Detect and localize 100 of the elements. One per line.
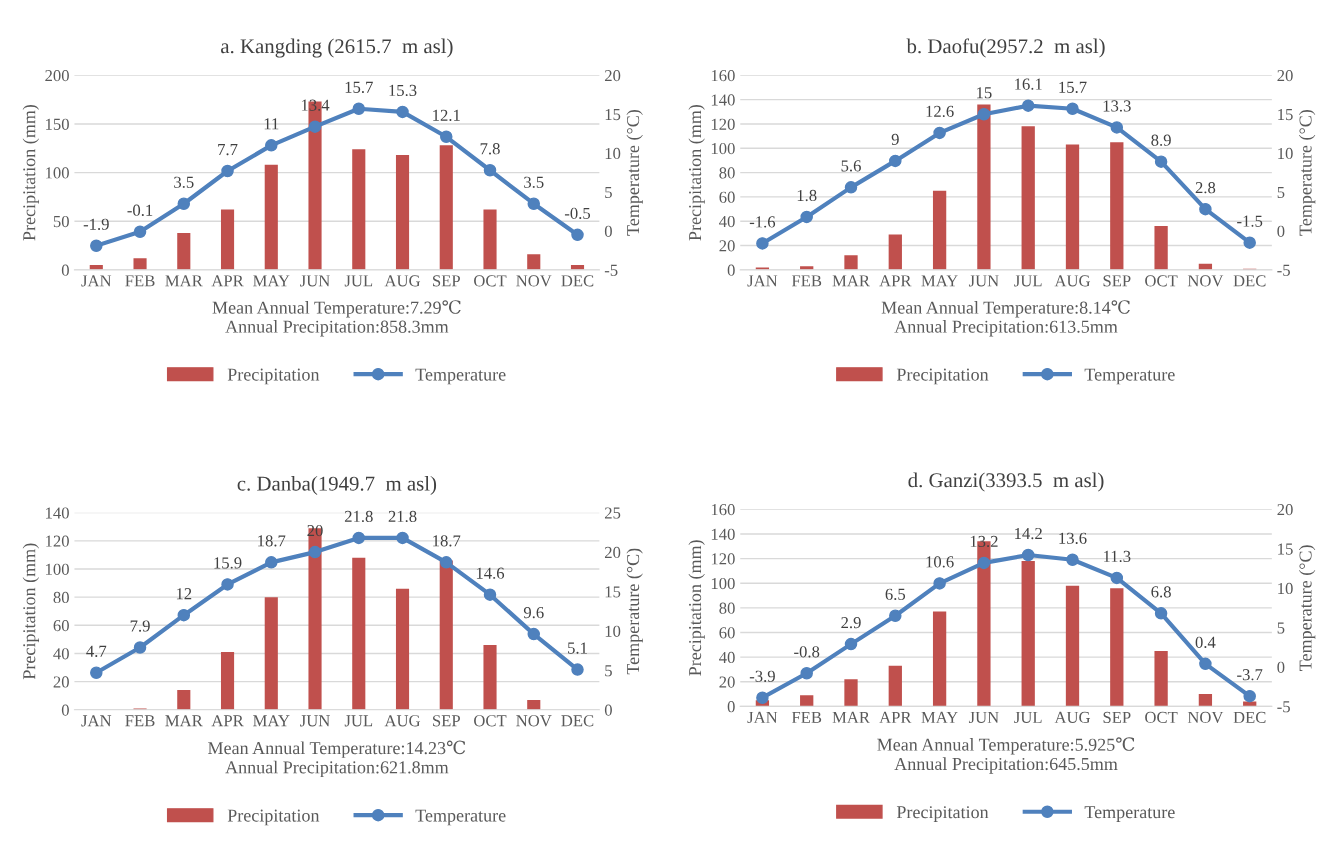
chart-title: a. Kangding (2615.7 m asl) xyxy=(221,38,453,58)
y-tick-label: 120 xyxy=(46,535,69,547)
x-tick-label: APR xyxy=(211,715,244,727)
x-tick-label: OCT xyxy=(474,275,507,287)
y-axis-title: Precipitation (mm) xyxy=(22,543,40,680)
y-tick-label: 150 xyxy=(46,118,69,130)
x-tick-label: NOV xyxy=(516,275,552,287)
y-tick-label: 100 xyxy=(46,167,69,179)
data-label: 15.7 xyxy=(345,81,373,93)
y-tick-label: 20 xyxy=(53,676,69,688)
data-label: 0.4 xyxy=(1195,636,1216,649)
x-tick-label: FEB xyxy=(791,275,822,287)
data-label: 15.7 xyxy=(1059,81,1087,93)
x-tick-label: NOV xyxy=(1187,711,1224,724)
y-tick-label: 80 xyxy=(53,591,69,604)
data-label: 3.5 xyxy=(174,176,194,188)
y2-tick-label: 15 xyxy=(1278,543,1293,555)
x-tick-label: JUL xyxy=(344,275,373,287)
x-tick-label: MAR xyxy=(165,275,203,287)
y-axis-title: Precipitation (mm) xyxy=(688,540,705,676)
data-label: 4.7 xyxy=(86,645,107,657)
data-label: -0.8 xyxy=(794,646,820,658)
y-tick-label: 60 xyxy=(53,620,69,632)
data-label: 18.7 xyxy=(433,535,461,547)
x-tick-label: JAN xyxy=(81,275,112,287)
data-label: 13.6 xyxy=(1059,532,1087,544)
x-tick-label: JAN xyxy=(747,275,778,287)
x-tick-label: OCT xyxy=(1145,711,1178,723)
data-label: 21.8 xyxy=(388,510,417,523)
legend-label: Precipitation xyxy=(896,368,989,385)
y2-axis-title: Temperature (°C) xyxy=(1298,109,1316,236)
x-tick-label: SEP xyxy=(1103,711,1131,723)
y-tick-label: 120 xyxy=(711,118,735,130)
y2-tick-label: 0 xyxy=(604,704,612,716)
legend-label: Precipitation xyxy=(227,368,320,385)
y2-tick-label: -5 xyxy=(1277,264,1290,276)
legend-label: Temperature xyxy=(415,809,506,826)
x-tick-label: SEP xyxy=(433,715,460,727)
x-tick-label: MAY xyxy=(921,711,958,723)
x-tick-label: DEC xyxy=(1233,711,1266,723)
text: Annual Precipitation:645.5mm xyxy=(894,757,1118,774)
x-tick-label: DEC xyxy=(1233,275,1266,287)
y2-tick-label: -5 xyxy=(604,264,618,276)
x-tick-label: JUN xyxy=(300,275,330,287)
data-label: 6.8 xyxy=(1151,586,1171,598)
data-label: 11 xyxy=(264,118,279,130)
x-tick-label: DEC xyxy=(561,275,594,287)
data-label: 6.5 xyxy=(885,588,906,600)
data-label: 9.6 xyxy=(523,607,544,619)
text: Annual Precipitation:858.3mm xyxy=(225,320,449,337)
y-tick-label: 50 xyxy=(53,215,69,228)
data-label: 21.8 xyxy=(344,510,373,523)
data-label: 5.6 xyxy=(841,160,861,172)
y-tick-label: 40 xyxy=(719,651,735,664)
data-label: -1.6 xyxy=(749,216,776,228)
y2-tick-label: 5 xyxy=(605,665,612,677)
data-label: -0.1 xyxy=(127,204,153,216)
data-label: -1.5 xyxy=(1237,215,1263,227)
text: Mean Annual Temperature:14.23℃ xyxy=(208,740,466,758)
y-tick-label: 20 xyxy=(719,240,735,252)
data-label: 7.7 xyxy=(218,144,238,156)
y-tick-label: 140 xyxy=(711,528,735,540)
data-label: -0.5 xyxy=(564,207,591,220)
x-tick-label: MAR xyxy=(832,275,870,287)
data-label: -3.7 xyxy=(1237,669,1263,681)
y2-axis-title: Temperature (°C) xyxy=(1298,545,1316,671)
data-label: 12.6 xyxy=(926,105,954,118)
y-tick-label: 120 xyxy=(711,553,735,565)
y-tick-label: 80 xyxy=(719,602,735,614)
y2-tick-label: 15 xyxy=(605,108,621,121)
y2-tick-label: 0 xyxy=(604,225,612,237)
x-tick-label: JAN xyxy=(81,715,112,727)
data-label: -1.9 xyxy=(83,218,109,230)
data-label: 7.9 xyxy=(130,620,150,632)
data-label: 3.5 xyxy=(524,176,544,188)
y2-tick-label: 20 xyxy=(1277,503,1293,516)
data-label: 13.2 xyxy=(970,535,998,548)
text: Annual Precipitation:621.8mm xyxy=(225,760,449,778)
data-label: 15.9 xyxy=(214,557,242,569)
x-tick-label: JUN xyxy=(968,275,999,287)
y2-tick-label: 10 xyxy=(1278,147,1293,160)
data-label: 9 xyxy=(891,133,899,146)
y-tick-label: 80 xyxy=(719,167,735,179)
y-tick-label: 200 xyxy=(45,69,69,82)
x-tick-label: SEP xyxy=(433,275,460,287)
y-tick-label: 60 xyxy=(719,191,735,203)
data-label: 15 xyxy=(977,87,992,99)
x-tick-label: JUL xyxy=(1014,275,1042,287)
x-tick-label: MAY xyxy=(921,275,958,287)
x-tick-label: MAY xyxy=(253,715,290,727)
x-tick-label: SEP xyxy=(1103,275,1131,287)
y2-tick-label: 5 xyxy=(1277,622,1285,634)
x-tick-label: JAN xyxy=(747,711,778,723)
y-tick-label: 60 xyxy=(719,627,735,639)
data-label: -3.9 xyxy=(749,670,775,682)
y2-tick-label: 20 xyxy=(604,546,621,559)
y-tick-label: 140 xyxy=(46,507,69,519)
data-label: 8.9 xyxy=(1151,134,1171,146)
x-tick-label: NOV xyxy=(516,715,552,727)
data-label: 10.6 xyxy=(926,556,954,568)
